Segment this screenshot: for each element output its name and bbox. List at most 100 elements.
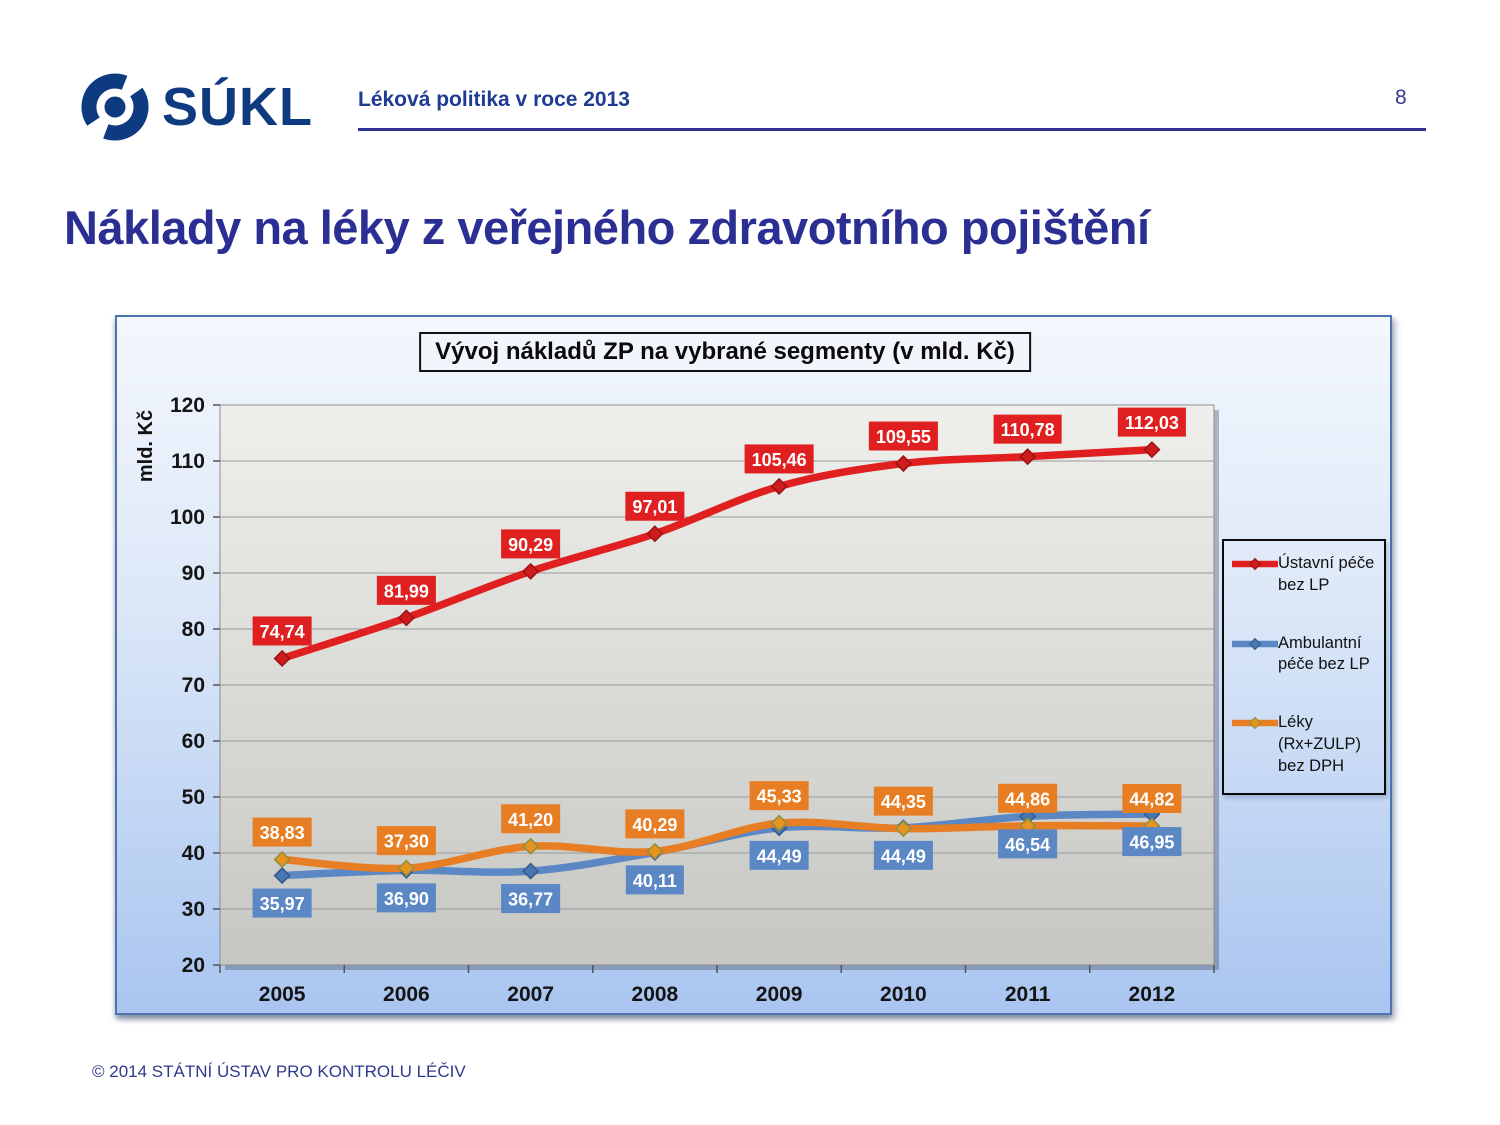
data-label-bg <box>868 421 938 451</box>
data-label: 44,35 <box>881 792 926 812</box>
y-tick-label: 30 <box>182 898 205 921</box>
legend-sample-line <box>1232 557 1278 571</box>
marker <box>273 649 291 668</box>
data-label-bg <box>744 444 814 474</box>
data-label: 110,78 <box>1001 420 1055 440</box>
marker <box>397 859 415 877</box>
category-label: 2008 <box>632 983 679 1006</box>
data-label: 37,30 <box>384 832 429 852</box>
y-tick-label: 70 <box>182 674 205 697</box>
page-number: 8 <box>1395 86 1407 109</box>
data-label: 81,99 <box>384 581 429 601</box>
legend-sample-line <box>1232 716 1278 730</box>
data-label: 35,97 <box>260 894 305 914</box>
marker <box>894 454 912 473</box>
legend-box: Ústavní péče bez LP Ambulantní péče bez L… <box>1222 539 1386 795</box>
data-label: 97,01 <box>632 497 677 517</box>
data-label: 40,29 <box>632 815 677 835</box>
data-label-bg <box>625 491 685 521</box>
data-label-bg <box>252 616 312 646</box>
marker <box>273 867 291 885</box>
data-label-bg <box>625 809 685 839</box>
category-label: 2007 <box>507 983 554 1006</box>
data-label-bg <box>376 826 436 856</box>
category-label: 2006 <box>383 983 430 1006</box>
marker <box>646 525 664 543</box>
sukl-logo: SÚKL <box>78 70 313 144</box>
data-label-bg <box>501 529 561 559</box>
data-label-bg <box>1122 827 1182 857</box>
data-label: 90,29 <box>508 535 553 555</box>
sukl-swirl-icon <box>81 73 149 141</box>
data-label: 44,49 <box>881 846 926 866</box>
data-label: 44,49 <box>757 846 802 866</box>
chart-title-box: Vývoj nákladů ZP na vybrané segmenty (v … <box>419 332 1031 372</box>
data-label-bg <box>749 781 809 811</box>
data-label: 41,20 <box>508 810 553 830</box>
series-line-0 <box>278 445 1156 663</box>
legend-entry-label: Léky (Rx+ZULP) bez DPH <box>1278 713 1361 775</box>
y-tick-label: 100 <box>170 506 205 529</box>
y-tick-label: 50 <box>182 786 205 809</box>
marker <box>770 477 788 495</box>
data-label: 46,54 <box>1005 835 1050 855</box>
header-title: Léková politika v roce 2013 <box>358 88 630 111</box>
data-label: 45,33 <box>757 787 802 807</box>
data-label-bg <box>252 817 312 847</box>
legend-entry-label: Ústavní péče bez LP <box>1278 554 1375 594</box>
category-label: 2012 <box>1129 983 1176 1006</box>
data-label-bg <box>998 829 1058 859</box>
y-tick-label: 120 <box>170 394 205 417</box>
data-label: 44,86 <box>1005 789 1050 809</box>
y-tick-label: 80 <box>182 618 205 641</box>
y-tick-label: 110 <box>171 450 205 473</box>
marker <box>522 562 540 580</box>
data-label: 40,11 <box>633 871 677 891</box>
data-label-bg <box>749 840 809 870</box>
legend-entry: Ambulantní péče bez LP <box>1232 633 1380 677</box>
data-label: 112,03 <box>1125 413 1179 433</box>
chart-panel: 20 30 40 50 60 70 80 90 100 110 120 2005 2006 2007 200… <box>115 315 1392 1015</box>
data-label-bg <box>1122 784 1182 814</box>
data-label-bg <box>376 883 436 913</box>
y-axis-unit-label: mld. Kč <box>135 409 157 483</box>
legend-entry-label: Ambulantní péče bez LP <box>1278 633 1370 674</box>
slide-title: Náklady na léky z veřejného zdravotního … <box>64 201 1150 254</box>
logo-text: SÚKL <box>162 77 313 137</box>
data-label: 109,55 <box>876 427 931 447</box>
category-label: 2010 <box>880 983 927 1006</box>
data-label-bg <box>252 888 312 918</box>
marker <box>770 814 788 832</box>
marker <box>522 837 540 855</box>
data-label-bg <box>993 414 1062 444</box>
data-label-bg <box>501 884 561 914</box>
marker <box>273 850 291 869</box>
chart-canvas: 20 30 40 50 60 70 80 90 100 110 120 2005 2006 2007 200… <box>170 394 1219 1006</box>
data-label: 74,74 <box>260 622 305 642</box>
data-label-bg <box>873 786 933 816</box>
header-rule <box>358 128 1426 131</box>
data-label-bg <box>376 575 436 605</box>
marker <box>894 820 912 838</box>
series-line-2 <box>278 818 1156 873</box>
y-tick-label: 90 <box>182 562 205 585</box>
data-label: 38,83 <box>260 823 305 843</box>
data-label-bg <box>501 804 561 834</box>
y-tick-label: 40 <box>182 842 205 865</box>
category-label: 2005 <box>259 983 306 1006</box>
data-label-bg <box>998 783 1058 813</box>
marker <box>1019 448 1037 466</box>
chart-title: Vývoj nákladů ZP na vybrané segmenty (v … <box>435 338 1015 365</box>
data-label: 36,77 <box>508 890 553 910</box>
marker <box>646 842 664 860</box>
y-tick-label: 20 <box>182 954 205 977</box>
legend-sample-line <box>1232 637 1278 650</box>
data-label: 36,90 <box>384 889 429 909</box>
data-label: 46,95 <box>1129 833 1174 853</box>
category-label: 2011 <box>1005 983 1051 1006</box>
legend-entry: Ústavní péče bez LP <box>1232 553 1380 597</box>
footer-copyright: © 2014 STÁTNÍ ÚSTAV PRO KONTROLU LÉČIV <box>92 1062 466 1081</box>
y-tick-label: 60 <box>182 730 205 753</box>
data-label-bg <box>873 840 933 870</box>
